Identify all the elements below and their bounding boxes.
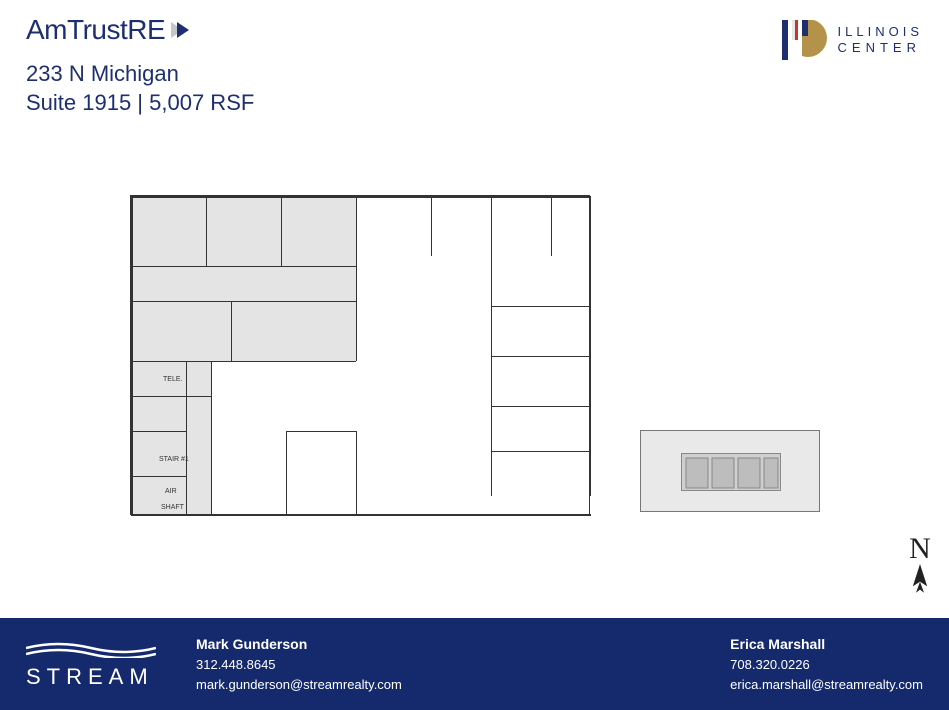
page-header: AmTrustRE 233 N Michigan Suite 1915 | 5,… bbox=[0, 0, 949, 117]
brand-left-block: AmTrustRE 233 N Michigan Suite 1915 | 5,… bbox=[26, 14, 254, 117]
floorplan-wall bbox=[131, 301, 356, 302]
floorplan-wall bbox=[431, 196, 432, 256]
floorplan-wall bbox=[131, 431, 186, 432]
floorplan-shaded-region bbox=[131, 196, 356, 361]
illinois-center-mark-icon bbox=[780, 18, 828, 62]
contact-1-email: mark.gunderson@streamrealty.com bbox=[196, 675, 402, 695]
floorplan-room-label: SHAFT bbox=[161, 504, 184, 511]
floorplan-wall bbox=[131, 196, 133, 516]
main-floorplan: TELE. STAIR #1 AIR SHAFT bbox=[130, 195, 590, 515]
contact-block-1: Mark Gunderson 312.448.8645 mark.gunders… bbox=[196, 634, 402, 694]
floorplan-wall bbox=[491, 256, 492, 496]
floorplan-wall bbox=[231, 301, 232, 361]
floorplan-wall bbox=[286, 431, 356, 432]
compass-label: N bbox=[900, 532, 940, 566]
floorplan-wall bbox=[206, 196, 207, 266]
floorplan-room-label: AIR bbox=[165, 488, 177, 495]
illinois-center-logo: ILLINOIS CENTER bbox=[780, 18, 923, 62]
stream-logo: STREAM bbox=[26, 638, 156, 690]
floorplan-wall bbox=[131, 476, 186, 477]
contact-2-email: erica.marshall@streamrealty.com bbox=[730, 675, 923, 695]
floorplan-wall bbox=[211, 361, 212, 516]
floorplan-room-label: TELE. bbox=[163, 376, 182, 383]
floorplan-wall bbox=[131, 514, 591, 516]
stream-waves-icon bbox=[26, 638, 156, 664]
amtrust-arrow-icon bbox=[169, 18, 193, 42]
floorplan-room-label: STAIR #1 bbox=[159, 456, 189, 463]
floorplan-wall bbox=[286, 431, 287, 516]
ic-line2: CENTER bbox=[838, 40, 923, 56]
compass: N bbox=[900, 532, 940, 596]
contact-2-phone: 708.320.0226 bbox=[730, 655, 923, 675]
illinois-center-text: ILLINOIS CENTER bbox=[838, 24, 923, 55]
floorplan-wall bbox=[356, 196, 357, 361]
contact-1-name: Mark Gunderson bbox=[196, 634, 402, 655]
amtrust-wordmark: AmTrustRE bbox=[26, 14, 165, 46]
floorplan-wall bbox=[491, 196, 492, 256]
floorplan-wall bbox=[491, 356, 591, 357]
floorplan-wall bbox=[491, 306, 591, 307]
key-plan bbox=[640, 430, 820, 512]
contact-block-2: Erica Marshall 708.320.0226 erica.marsha… bbox=[730, 634, 923, 694]
floorplan-wall bbox=[131, 196, 591, 198]
north-arrow-icon bbox=[900, 564, 940, 596]
floorplan-wall bbox=[131, 361, 356, 362]
property-address: 233 N Michigan bbox=[26, 60, 254, 89]
amtrust-logo: AmTrustRE bbox=[26, 14, 254, 46]
contact-1-phone: 312.448.8645 bbox=[196, 655, 402, 675]
stream-wordmark: STREAM bbox=[26, 664, 156, 690]
key-plan-core bbox=[681, 453, 781, 491]
property-suite-line: Suite 1915 | 5,007 RSF bbox=[26, 89, 254, 118]
floorplan-wall bbox=[186, 361, 187, 516]
page-footer: STREAM Mark Gunderson 312.448.8645 mark.… bbox=[0, 618, 949, 710]
floorplan-wall bbox=[491, 406, 591, 407]
floorplan-wall bbox=[491, 451, 591, 452]
floorplan-wall bbox=[131, 266, 356, 267]
floorplan-wall bbox=[131, 396, 211, 397]
floorplan-wall bbox=[551, 196, 552, 256]
contact-2-name: Erica Marshall bbox=[730, 634, 923, 655]
property-title: 233 N Michigan Suite 1915 | 5,007 RSF bbox=[26, 60, 254, 117]
ic-line1: ILLINOIS bbox=[838, 24, 923, 40]
floorplan-wall bbox=[281, 196, 282, 266]
floorplan-wall bbox=[356, 431, 357, 516]
